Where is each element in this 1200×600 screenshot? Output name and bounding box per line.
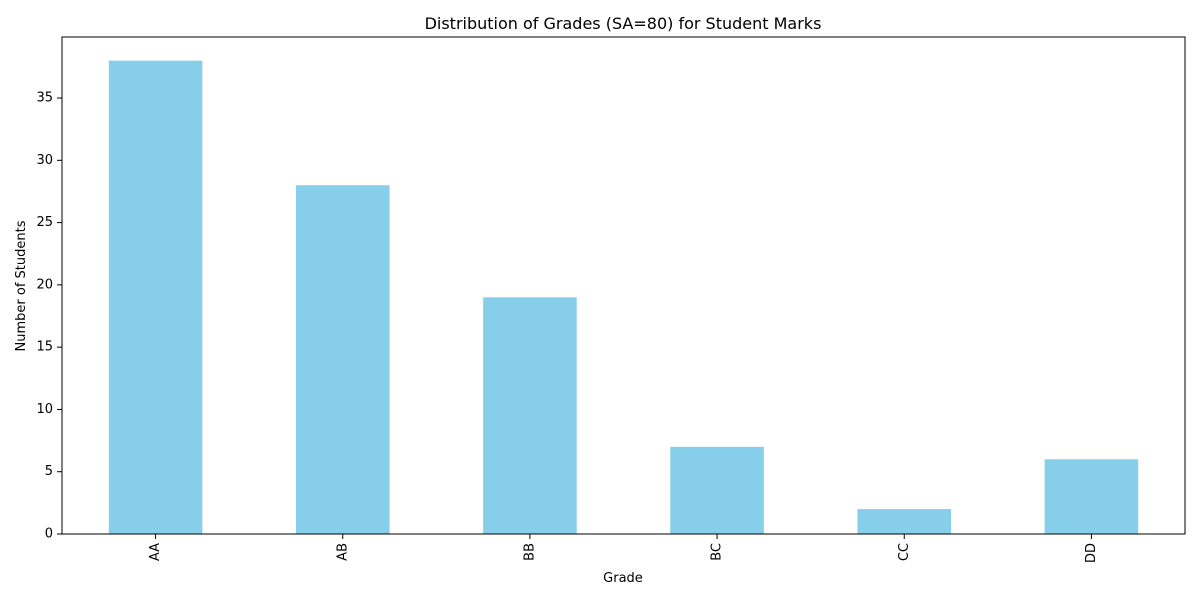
bar-ab xyxy=(295,185,390,534)
x-tick-label: AA xyxy=(148,543,163,561)
bar-bc xyxy=(670,446,764,534)
bar-aa xyxy=(108,60,203,535)
y-tick-label: 25 xyxy=(36,215,53,230)
y-tick-label: 0 xyxy=(45,527,53,542)
x-tick-label: BC xyxy=(710,543,725,561)
x-tick-label: DD xyxy=(1084,543,1099,563)
chart-title: Distribution of Grades (SA=80) for Stude… xyxy=(425,14,822,33)
x-tick-label: BB xyxy=(522,543,537,561)
plot-frame xyxy=(61,36,1186,535)
x-tick-label: AB xyxy=(335,543,350,561)
y-tick-label: 30 xyxy=(36,153,53,168)
bar-cc xyxy=(857,509,952,534)
bar-bb xyxy=(483,297,577,534)
x-tick-label: CC xyxy=(897,543,912,561)
y-axis-label: Number of Students xyxy=(14,220,29,351)
y-tick-label: 35 xyxy=(36,91,53,106)
y-tick-label: 15 xyxy=(36,340,53,355)
bar-dd xyxy=(1044,459,1139,534)
y-tick-label: 20 xyxy=(36,277,53,292)
x-axis-label: Grade xyxy=(603,571,643,586)
y-tick-label: 10 xyxy=(36,402,53,417)
y-tick-label: 5 xyxy=(45,464,53,479)
